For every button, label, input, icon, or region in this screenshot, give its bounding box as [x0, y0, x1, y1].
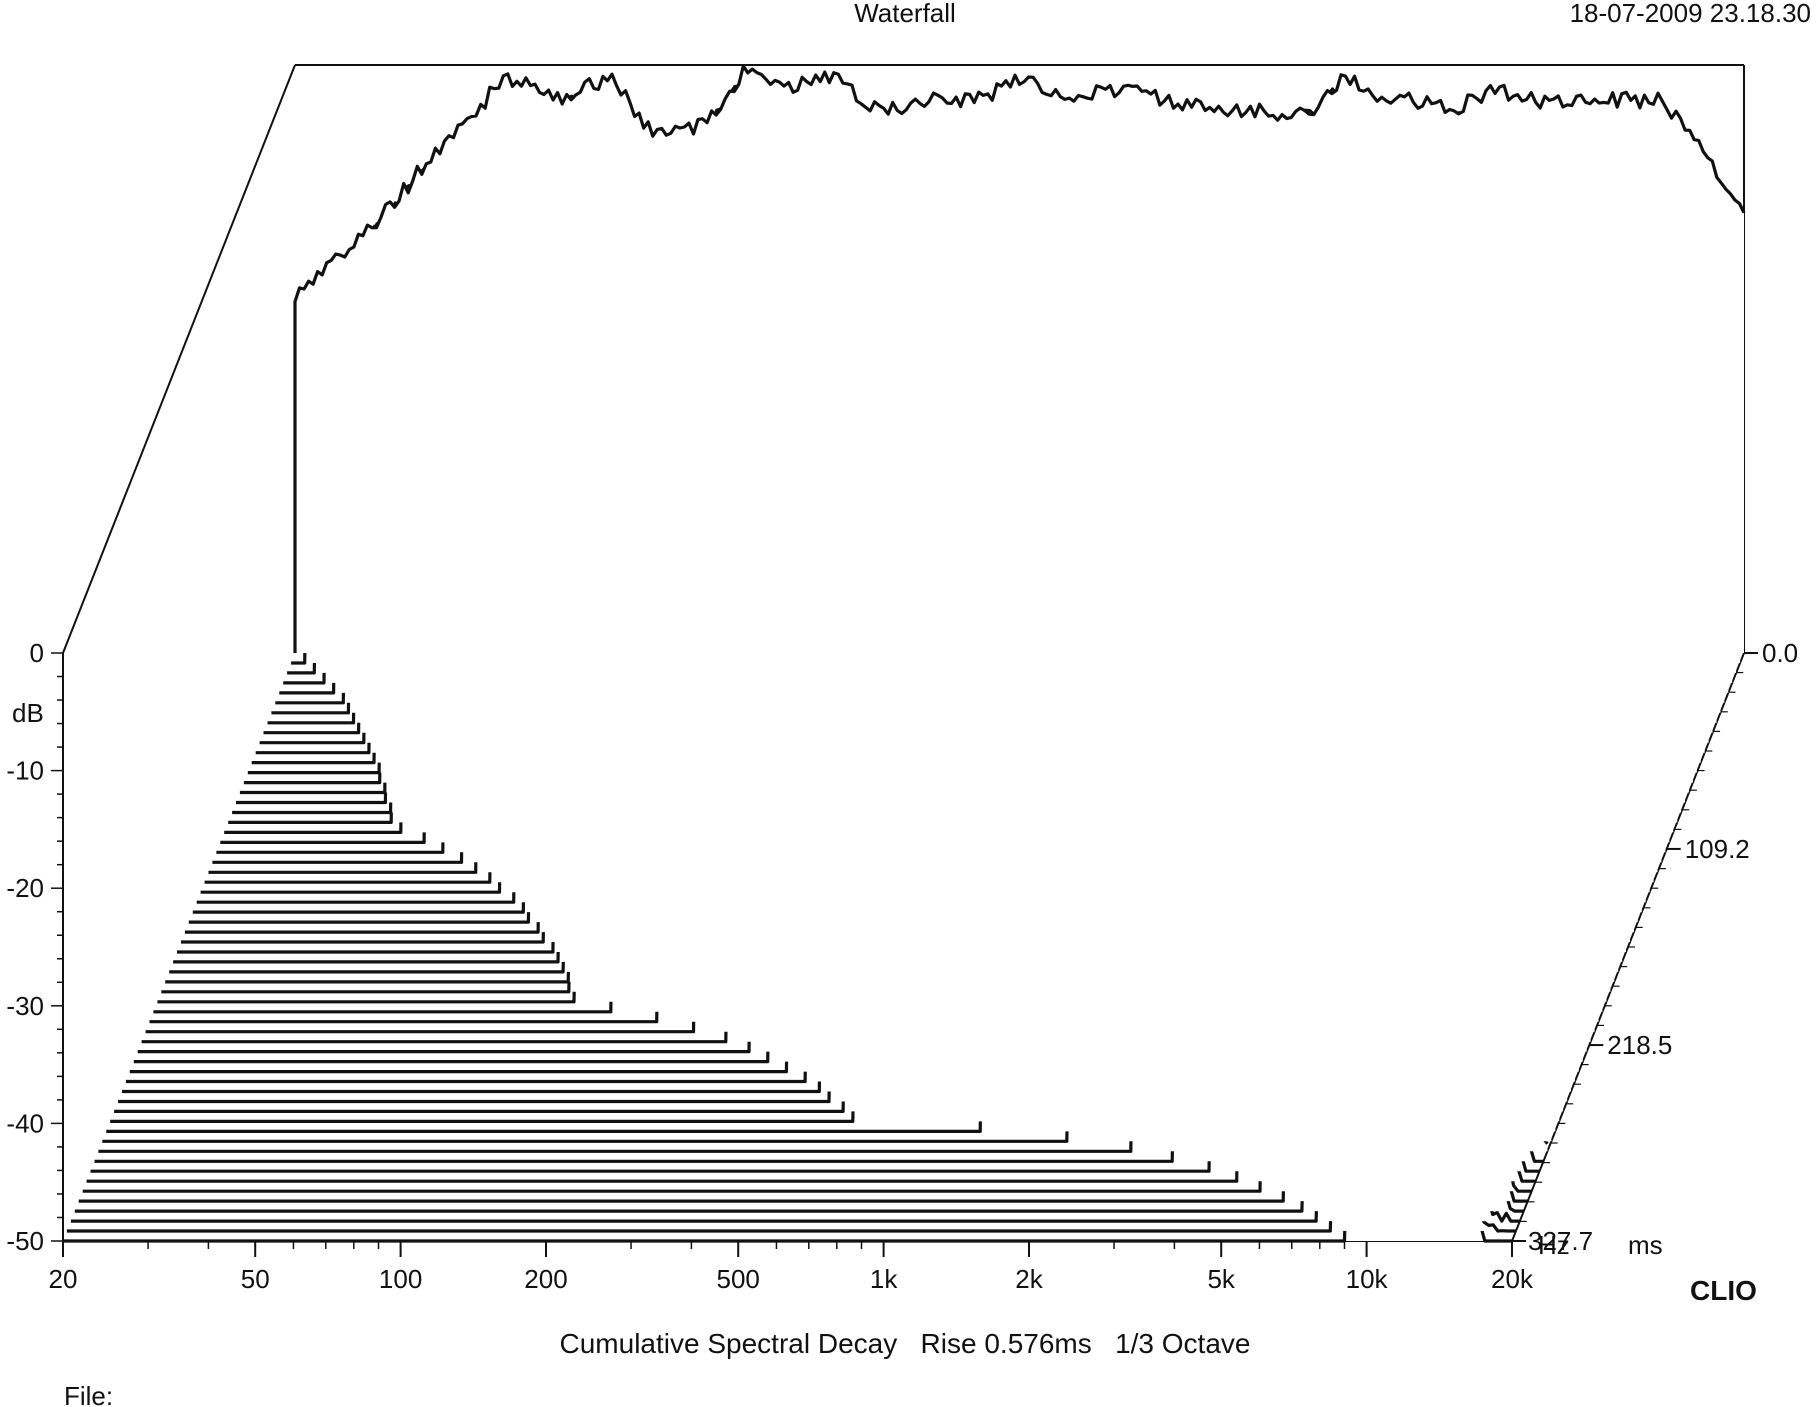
y-tick-label: -30 [6, 991, 44, 1021]
slice-fill [295, 66, 1744, 653]
y-tick-label: -10 [6, 756, 44, 786]
z-axis: 0.0 109.2 218.5 327.7 [1512, 638, 1798, 1256]
slice-trace [293, 64, 1746, 653]
z-axis-unit: ms [1628, 1230, 1663, 1260]
x-tick-label: 1k [870, 1264, 898, 1294]
chart-title: Waterfall [854, 0, 956, 28]
z-tick-label: 0.0 [1762, 638, 1798, 668]
x-tick-label: 500 [717, 1264, 760, 1294]
x-tick-label: 5k [1207, 1264, 1235, 1294]
x-tick-label: 2k [1015, 1264, 1043, 1294]
y-tick-label: -40 [6, 1108, 44, 1138]
file-label: File: [64, 1381, 113, 1407]
y-tick-label: 0 [30, 638, 44, 668]
slice-trace [70, 960, 1520, 1223]
y-tick-label: -20 [6, 873, 44, 903]
x-tick-label: 20k [1491, 1264, 1534, 1294]
x-axis: 20 50 100 200 500 1k 2k 5k 10k 20k [49, 1241, 1534, 1294]
slice-trace [63, 989, 1512, 1243]
x-tick-label: 50 [241, 1264, 270, 1294]
brand-logo: CLIO [1690, 1275, 1757, 1306]
z-tick-label: 327.7 [1528, 1226, 1593, 1256]
timestamp: 18-07-2009 23.18.30 [1570, 0, 1811, 28]
slice-trace [74, 968, 1524, 1213]
y-axis-label: dB [12, 698, 44, 728]
x-tick-label: 200 [524, 1264, 567, 1294]
slice-trace [66, 974, 1516, 1233]
x-axis-unit: Hz [1538, 1230, 1570, 1260]
x-tick-label: 100 [379, 1264, 422, 1294]
chart-subtitle: Cumulative Spectral Decay Rise 0.576ms 1… [560, 1328, 1251, 1359]
y-axis: 0 -10 -20 -30 -40 -50 [6, 638, 63, 1256]
z-tick-label: 218.5 [1607, 1030, 1672, 1060]
left-depth-edge [62, 64, 296, 654]
x-tick-label: 10k [1346, 1264, 1389, 1294]
y-tick-label: -50 [6, 1226, 44, 1256]
z-tick-label: 109.2 [1685, 834, 1750, 864]
x-tick-label: 20 [49, 1264, 78, 1294]
waterfall-traces [63, 64, 1746, 1243]
